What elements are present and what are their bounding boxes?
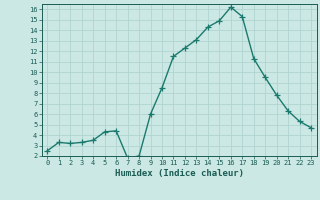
X-axis label: Humidex (Indice chaleur): Humidex (Indice chaleur) [115,169,244,178]
